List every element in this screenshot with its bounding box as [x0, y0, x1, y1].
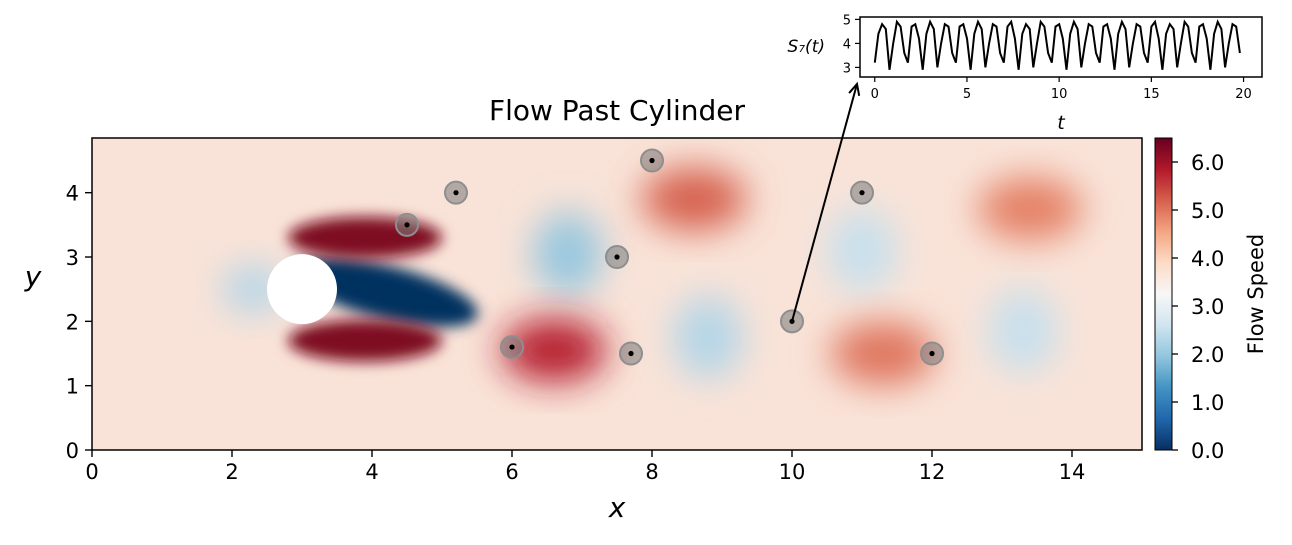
inset-x-tick-label: 15: [1143, 87, 1160, 102]
colorbar-label: Flow Speed: [1244, 234, 1268, 354]
y-tick-label: 3: [66, 246, 79, 270]
inset-x-tick-label: 0: [871, 87, 879, 102]
inset-x-tick-label: 10: [1051, 87, 1068, 102]
colorbar-tick-label: 3.0: [1191, 295, 1224, 319]
sensor-dot: [929, 350, 935, 357]
sensor-annotation: [791, 81, 861, 322]
x-tick-label: 4: [365, 460, 378, 484]
inset-x-tick-label: 20: [1235, 87, 1252, 102]
flow-wake-region: [294, 257, 478, 327]
x-tick-label: 2: [225, 460, 238, 484]
y-tick-label: 2: [66, 310, 79, 334]
colorbar: 0.0 1.0 2.0 3.0 4.0 5.0 6.0 Flow Speed: [1154, 137, 1268, 463]
sensor-dot: [628, 350, 634, 357]
annotation-arrow: [791, 83, 858, 322]
colorbar-tick-label: 1.0: [1191, 391, 1224, 415]
colorbar-tick-label: 0.0: [1191, 439, 1224, 463]
inset-chart: 0 5 10 15 20 3 4 5 t S₇(t): [787, 13, 1263, 134]
sensor-dot: [859, 190, 865, 196]
inset-y-label: S₇(t): [787, 37, 825, 57]
colorbar-tick-label: 5.0: [1191, 199, 1224, 223]
x-tick-label: 8: [645, 460, 658, 484]
colorbar-ticks: 0.0 1.0 2.0 3.0 4.0 5.0 6.0: [1172, 151, 1224, 463]
inset-y-tick-label: 5: [843, 13, 851, 28]
colorbar-tick-label: 2.0: [1191, 343, 1224, 367]
flow-vortex-high-region: [830, 322, 936, 386]
inset-frame: [859, 16, 1263, 78]
y-axis: 0 1 2 3 4: [66, 182, 92, 463]
x-tick-label: 0: [85, 460, 98, 484]
flow-vortex-high-region: [501, 318, 607, 382]
colorbar-gradient: [1154, 137, 1173, 451]
inset-x-label: t: [1057, 112, 1066, 134]
flow-vortex-low-region: [827, 208, 897, 293]
flow-stagnation-region: [221, 264, 285, 314]
inset-y-tick-label: 3: [843, 61, 851, 76]
x-axis-label: x: [608, 491, 626, 524]
y-tick-label: 1: [66, 375, 79, 399]
inset-x-axis: 0 5 10 15 20: [871, 77, 1252, 102]
chart-title: Flow Past Cylinder: [489, 94, 745, 127]
inset-x-tick-label: 5: [963, 87, 971, 102]
flow-shear-high-region: [288, 319, 442, 362]
x-tick-label: 12: [919, 460, 946, 484]
flow-shear-high-region: [288, 216, 442, 259]
sensor-dot: [614, 254, 620, 260]
annotation-arrow-head: [848, 81, 861, 96]
y-axis-label: y: [24, 260, 42, 293]
y-tick-label: 4: [66, 182, 79, 206]
cylinder-obstacle: [267, 254, 337, 325]
flow-vortex-high-region: [977, 177, 1083, 241]
colorbar-tick-label: 4.0: [1191, 247, 1224, 271]
sensor-dot: [404, 222, 410, 228]
flow-vortex-high-region: [641, 167, 747, 231]
flow-vortex-low-region: [988, 288, 1058, 373]
y-tick-label: 0: [66, 439, 79, 463]
colorbar-tick-label: 6.0: [1191, 151, 1224, 175]
sensor-markers: [395, 148, 944, 366]
flow-vortex-low-region: [673, 295, 743, 380]
inset-series-line: [873, 19, 1241, 70]
flow-field-structures: [221, 167, 1083, 386]
inset-y-tick-label: 4: [843, 37, 851, 52]
inset-y-axis: 3 4 5: [843, 13, 860, 76]
x-tick-label: 14: [1059, 460, 1086, 484]
sensor-dot: [509, 344, 515, 350]
sensor-dot: [649, 157, 655, 164]
plot-frame: [91, 137, 1143, 451]
flow-vortex-low-region: [533, 211, 603, 296]
flow-field: [92, 138, 1142, 450]
x-tick-label: 10: [779, 460, 806, 484]
sensor-dot: [453, 190, 459, 196]
x-tick-label: 6: [505, 460, 518, 484]
x-axis: 0 2 4 6 8 10 12 14: [85, 450, 1085, 484]
